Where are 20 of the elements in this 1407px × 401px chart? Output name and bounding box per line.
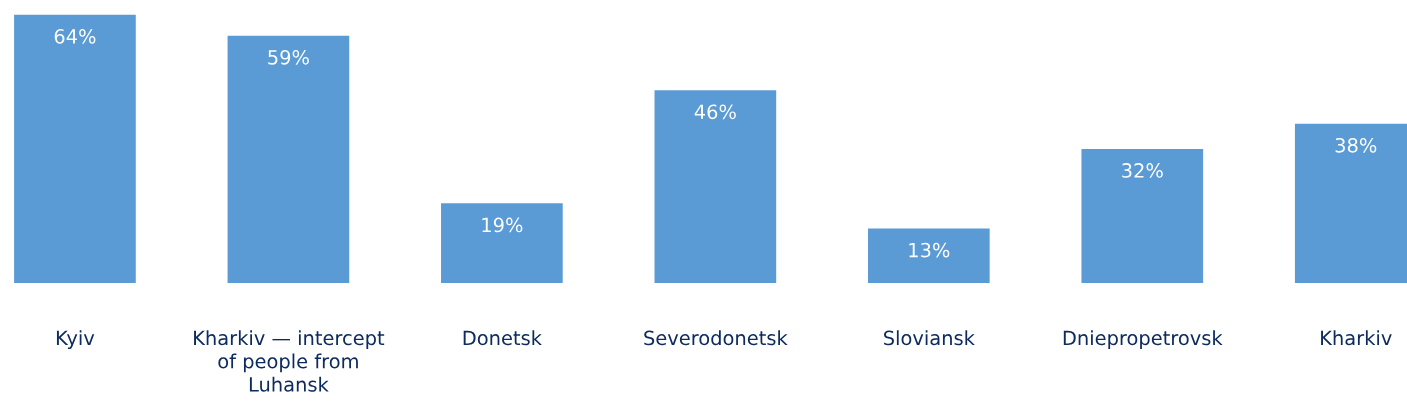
bar	[654, 90, 777, 283]
x-tick-label: Dniepropetrovsk	[1063, 330, 1223, 350]
x-tick-label: Donetsk	[463, 330, 542, 346]
x-tick-label: Sloviansk	[884, 330, 975, 346]
bar	[867, 228, 990, 283]
data-label: 64%	[54, 28, 96, 44]
x-tick-label: Kharkiv — intercept of people from Luhansk	[194, 330, 385, 392]
bar	[1081, 148, 1204, 283]
data-label: 13%	[909, 242, 950, 258]
data-label: 19%	[482, 217, 523, 233]
bar	[227, 35, 350, 283]
data-label: 32%	[1122, 163, 1163, 178]
x-tick-label: Severodonetsk	[644, 330, 788, 346]
x-tick-label: Kharkiv	[1321, 330, 1392, 346]
bar	[14, 14, 136, 283]
data-label: 46%	[694, 104, 736, 120]
data-label: 59%	[268, 49, 309, 65]
data-label: 38%	[1335, 137, 1377, 153]
x-tick-label: Kyiv	[56, 330, 95, 350]
bar	[441, 203, 563, 283]
